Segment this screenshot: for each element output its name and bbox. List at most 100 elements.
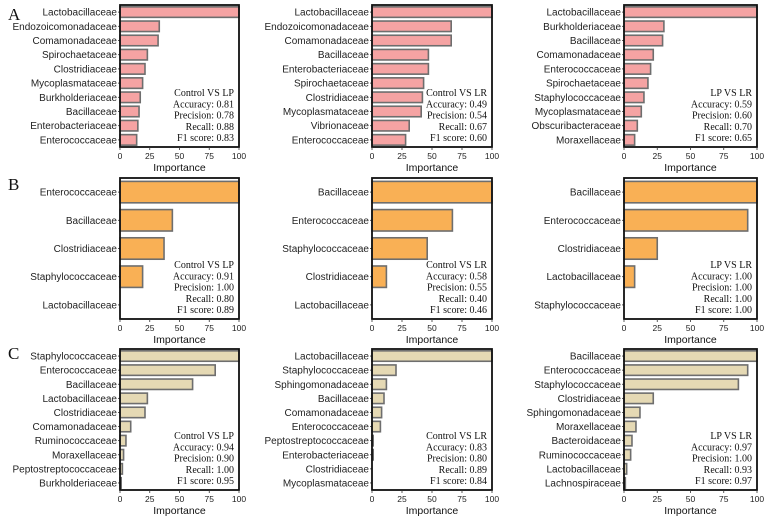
metric-text: Recall: 0.89 bbox=[439, 465, 487, 476]
category-label: Spirochaetaceae bbox=[294, 79, 369, 90]
category-label: Clostridiaceae bbox=[54, 64, 118, 75]
metric-text: F1 score: 0.60 bbox=[430, 133, 487, 144]
x-tick-label: 75 bbox=[205, 151, 215, 161]
panel-label-a: A bbox=[8, 5, 21, 24]
metric-text: Precision: 1.00 bbox=[174, 283, 234, 294]
category-label: Ruminococcaceae bbox=[35, 436, 118, 447]
category-label: Enterococcaceae bbox=[544, 64, 622, 75]
x-tick-label: 50 bbox=[175, 494, 185, 504]
category-label: Staphylococcaceae bbox=[30, 272, 117, 283]
category-label: Clostridiaceae bbox=[558, 394, 622, 405]
category-label: Peptostreptococcaceae bbox=[12, 464, 117, 475]
x-tick-label: 25 bbox=[145, 323, 155, 333]
metric-text: Precision: 0.60 bbox=[692, 111, 752, 122]
comparison-title: LP VS LR bbox=[710, 88, 752, 99]
metric-text: Accuracy: 0.59 bbox=[691, 99, 752, 110]
metric-text: Accuracy: 0.58 bbox=[426, 271, 487, 282]
bar bbox=[623, 133, 636, 146]
x-tick-label: 75 bbox=[719, 494, 729, 504]
bar bbox=[623, 62, 652, 75]
bar bbox=[371, 133, 407, 146]
category-label: Spirochaetaceae bbox=[42, 50, 117, 61]
x-axis-label: Importance bbox=[664, 162, 717, 174]
x-tick-label: 25 bbox=[397, 494, 407, 504]
category-label: Staphylococcaceae bbox=[282, 244, 369, 255]
bar bbox=[371, 77, 425, 90]
category-label: Lactobacillaceae bbox=[547, 464, 622, 475]
bar bbox=[119, 406, 146, 419]
category-label: Burkholderiaceae bbox=[39, 478, 117, 489]
bar bbox=[371, 406, 383, 419]
x-axis-label: Importance bbox=[406, 505, 459, 517]
x-tick-label: 25 bbox=[653, 494, 663, 504]
category-label: Mycoplasmataceae bbox=[283, 107, 370, 118]
category-label: Enterococcaceae bbox=[40, 135, 118, 146]
metric-text: Recall: 0.70 bbox=[704, 122, 752, 133]
x-tick-label: 0 bbox=[622, 494, 627, 504]
metric-text: Accuracy: 0.97 bbox=[691, 442, 752, 453]
bar bbox=[623, 406, 641, 419]
metric-text: Recall: 0.67 bbox=[439, 122, 487, 133]
bar bbox=[623, 105, 643, 118]
metric-text: Accuracy: 0.81 bbox=[173, 99, 234, 110]
category-label: Enterococcaceae bbox=[544, 216, 622, 227]
bar bbox=[119, 6, 240, 19]
x-tick-label: 75 bbox=[457, 323, 467, 333]
category-label: Comamonadaceae bbox=[537, 50, 622, 61]
category-label: Vibrionaceae bbox=[311, 121, 370, 132]
bar bbox=[119, 62, 146, 75]
chart-panel-a-1: Lactobacillaceae Endozoicomonadaceae Comam… bbox=[12, 4, 246, 174]
category-label: Bacillaceae bbox=[318, 394, 370, 405]
chart-panel-b-3: Bacillaceae Enterococcaceae Clostridiaceae… bbox=[534, 177, 764, 346]
x-axis-label: Importance bbox=[153, 505, 206, 517]
category-label: Endozoicomonadaceae bbox=[264, 22, 369, 33]
metric-text: Recall: 1.00 bbox=[704, 294, 752, 305]
category-label: Bacillaceae bbox=[66, 107, 118, 118]
x-tick-label: 25 bbox=[145, 151, 155, 161]
category-label: Sphingomonadaceae bbox=[526, 408, 621, 419]
bar bbox=[623, 34, 664, 47]
bar bbox=[119, 133, 138, 146]
category-label: Comamonadaceae bbox=[285, 36, 370, 47]
category-label: Bacillaceae bbox=[318, 188, 370, 199]
category-label: Peptostreptococcaceae bbox=[264, 436, 369, 447]
bar bbox=[119, 236, 165, 261]
x-axis-label: Importance bbox=[406, 162, 459, 174]
category-label: Enterococcaceae bbox=[292, 216, 370, 227]
category-label: Mycoplasmataceae bbox=[31, 79, 118, 90]
bar bbox=[623, 392, 655, 405]
x-tick-label: 75 bbox=[457, 151, 467, 161]
metric-text: Recall: 0.40 bbox=[439, 294, 487, 305]
bar bbox=[119, 91, 142, 104]
bar bbox=[119, 48, 149, 61]
bar bbox=[119, 119, 139, 132]
bar bbox=[623, 364, 749, 377]
category-label: Bacillaceae bbox=[66, 380, 118, 391]
bar bbox=[371, 119, 411, 132]
bar bbox=[623, 378, 740, 391]
x-tick-label: 75 bbox=[205, 323, 215, 333]
category-label: Enterococcaceae bbox=[40, 188, 118, 199]
category-label: Staphylococcaceae bbox=[282, 366, 369, 377]
metric-text: Precision: 1.00 bbox=[692, 454, 752, 465]
category-label: Burkholderiaceae bbox=[39, 93, 117, 104]
category-label: Comamonadaceae bbox=[285, 408, 370, 419]
x-tick-label: 25 bbox=[145, 494, 155, 504]
metric-text: Accuracy: 0.49 bbox=[426, 99, 487, 110]
x-tick-label: 100 bbox=[750, 494, 764, 504]
bar bbox=[371, 236, 429, 261]
panel-label-c: C bbox=[8, 344, 19, 363]
category-label: Enterobacteriaceae bbox=[30, 121, 117, 132]
x-tick-label: 0 bbox=[118, 151, 123, 161]
x-tick-label: 0 bbox=[370, 151, 375, 161]
x-axis-label: Importance bbox=[406, 334, 459, 346]
bar bbox=[371, 392, 385, 405]
comparison-title: Control VS LR bbox=[426, 431, 487, 442]
category-label: Clostridiaceae bbox=[558, 244, 622, 255]
metric-text: F1 score: 0.46 bbox=[430, 305, 487, 316]
bar bbox=[371, 208, 454, 232]
bar bbox=[371, 350, 493, 363]
bar bbox=[371, 364, 397, 377]
category-label: Bacillaceae bbox=[570, 36, 622, 47]
